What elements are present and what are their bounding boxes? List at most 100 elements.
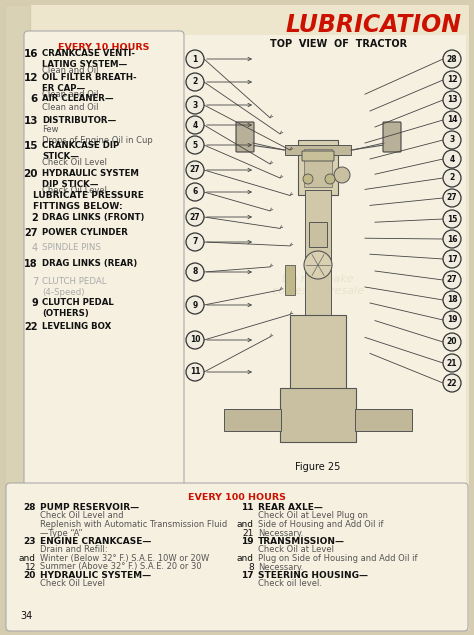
Text: Clean and Oil: Clean and Oil [42,90,99,99]
Text: and: and [237,520,254,529]
Text: 13: 13 [24,116,38,126]
Text: Check Oil at Level Plug on: Check Oil at Level Plug on [258,512,368,521]
Text: DRAG LINKS (REAR): DRAG LINKS (REAR) [42,259,137,268]
Text: and: and [19,554,36,563]
Text: Drain and Refill:: Drain and Refill: [40,545,108,554]
Circle shape [186,296,204,314]
Text: Check Oil Level: Check Oil Level [42,158,107,167]
Circle shape [303,174,313,184]
Text: CLUTCH PEDAL
(4-Speed): CLUTCH PEDAL (4-Speed) [42,277,107,297]
Text: Do not make
copies for resale: Do not make copies for resale [272,274,364,296]
FancyBboxPatch shape [302,151,334,161]
Text: Plug on Side of Housing and Add Oil if: Plug on Side of Housing and Add Oil if [258,554,418,563]
Text: 20: 20 [24,571,36,580]
Text: 4: 4 [32,243,38,253]
Circle shape [443,333,461,351]
Text: 14: 14 [447,116,457,124]
Circle shape [443,189,461,207]
Text: 2: 2 [192,77,198,86]
Text: POWER CYLINDER: POWER CYLINDER [42,228,128,237]
Circle shape [186,116,204,134]
Text: TOP  VIEW  OF  TRACTOR: TOP VIEW OF TRACTOR [270,39,407,49]
Text: HYDRAULIC SYSTEM—: HYDRAULIC SYSTEM— [40,571,151,580]
Text: 20: 20 [24,169,38,179]
Text: 18: 18 [24,259,38,269]
Circle shape [186,233,204,251]
Text: 20: 20 [447,337,457,347]
Text: 2: 2 [31,213,38,223]
Text: Winter (Below 32° F.) S.A.E. 10W or 20W: Winter (Below 32° F.) S.A.E. 10W or 20W [40,554,209,563]
Text: 11: 11 [190,368,200,377]
FancyBboxPatch shape [6,483,468,631]
Text: 8: 8 [192,267,198,276]
Text: 27: 27 [25,228,38,238]
FancyBboxPatch shape [355,409,412,431]
FancyBboxPatch shape [224,409,281,431]
Circle shape [443,50,461,68]
Circle shape [443,354,461,372]
Text: 12: 12 [447,76,457,84]
Text: CRANKCASE DIP
STICK—: CRANKCASE DIP STICK— [42,141,119,161]
Text: 21: 21 [243,528,254,537]
Text: Check oil level.: Check oil level. [258,580,322,589]
Text: 8: 8 [248,563,254,572]
Circle shape [443,71,461,89]
FancyBboxPatch shape [305,190,331,320]
Text: Check Oil Level: Check Oil Level [42,186,107,195]
Text: 17: 17 [241,571,254,580]
Text: 34: 34 [20,611,32,621]
Text: LEVELING BOX: LEVELING BOX [42,322,111,331]
Circle shape [186,363,204,381]
Text: 15: 15 [447,215,457,224]
Circle shape [443,291,461,309]
Text: EVERY 100 HOURS: EVERY 100 HOURS [188,493,286,502]
Circle shape [186,50,204,68]
Text: Figure 25: Figure 25 [295,462,341,472]
Circle shape [443,210,461,228]
Circle shape [443,230,461,248]
Text: 4: 4 [192,121,198,130]
Circle shape [186,331,204,349]
Text: Few
Drops of Engine Oil in Cup: Few Drops of Engine Oil in Cup [42,124,153,145]
Text: 28: 28 [24,503,36,512]
Text: 5: 5 [192,140,198,149]
Text: 4: 4 [449,154,455,163]
Circle shape [443,91,461,109]
Circle shape [186,183,204,201]
Text: STEERING HOUSING—: STEERING HOUSING— [258,571,368,580]
Text: CLUTCH PEDAL
(OTHERS): CLUTCH PEDAL (OTHERS) [42,298,114,318]
Text: Clean and Oil: Clean and Oil [42,66,99,75]
Circle shape [443,150,461,168]
Circle shape [443,131,461,149]
Circle shape [443,169,461,187]
Text: 27: 27 [447,276,457,284]
Text: AIR CLEANER—: AIR CLEANER— [42,94,114,103]
Circle shape [186,263,204,281]
Circle shape [443,271,461,289]
Circle shape [443,374,461,392]
Text: HYDRAULIC SYSTEM
DIP STICK—: HYDRAULIC SYSTEM DIP STICK— [42,169,139,189]
Text: 21: 21 [447,359,457,368]
Text: EVERY 10 HOURS: EVERY 10 HOURS [58,43,150,52]
Circle shape [186,161,204,179]
Text: —Type “A”: —Type “A” [40,528,82,537]
Text: 16: 16 [447,234,457,243]
Text: Check Oil at Level: Check Oil at Level [258,545,334,554]
FancyBboxPatch shape [24,31,184,487]
Text: 3: 3 [449,135,455,145]
Text: 27: 27 [447,194,457,203]
Text: 18: 18 [447,295,457,305]
Circle shape [443,111,461,129]
Text: 12: 12 [25,563,36,572]
FancyBboxPatch shape [309,222,327,247]
Text: Summer (Above 32° F.) S.A.E. 20 or 30: Summer (Above 32° F.) S.A.E. 20 or 30 [40,563,201,572]
FancyBboxPatch shape [290,315,346,395]
Text: 13: 13 [447,95,457,105]
Text: DRAG LINKS (FRONT): DRAG LINKS (FRONT) [42,213,145,222]
Circle shape [186,96,204,114]
Text: 28: 28 [447,55,457,64]
Text: OIL FILTER BREATH-
ER CAP—: OIL FILTER BREATH- ER CAP— [42,73,137,93]
Text: 6: 6 [31,94,38,104]
Text: CRANKCASE VENTI-
LATING SYSTEM—: CRANKCASE VENTI- LATING SYSTEM— [42,49,135,69]
Text: and: and [237,554,254,563]
